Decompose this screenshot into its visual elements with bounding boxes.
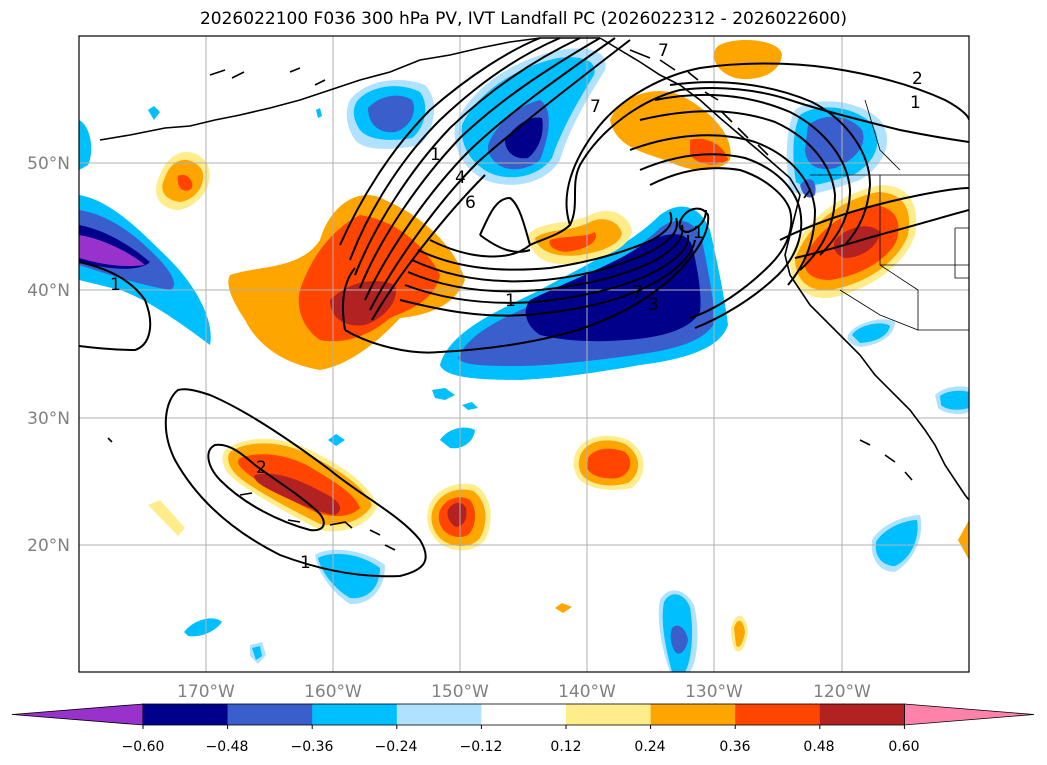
contour-label: 1 <box>910 93 921 113</box>
ivt-contour-2-south <box>207 443 325 532</box>
contour-label: 2 <box>256 458 267 478</box>
contour-labels: 1 1 2 1 6 4 1 7 7 3 1 2 1 7 <box>110 41 923 573</box>
colorbar-tick-label: −0.12 <box>460 739 503 755</box>
colorbar-tick-label: 0.60 <box>888 739 919 755</box>
colorbar-segment <box>735 704 821 725</box>
contour-label: 1 <box>300 553 311 573</box>
colorbar-segment <box>312 704 398 725</box>
colorbar: −0.60 −0.48 −0.36 −0.24 −0.12 0.12 0.24 … <box>11 703 1035 755</box>
colorbar-tick-label: −0.36 <box>291 739 334 755</box>
map-frame <box>78 35 970 673</box>
ivt-contour-layer <box>79 37 969 578</box>
colorbar-outline <box>142 703 905 726</box>
colorbar-extend-low <box>11 703 144 726</box>
contour-label: 1 <box>430 145 441 165</box>
colorbar-ticks: −0.60 −0.48 −0.36 −0.24 −0.12 0.12 0.24 … <box>122 739 920 755</box>
colorbar-tick-label: 0.36 <box>719 739 750 755</box>
lon-tick-label: 120°W <box>813 682 871 702</box>
colorbar-segments <box>11 703 1035 729</box>
contour-label: 3 <box>648 295 659 315</box>
lat-tick-label: 30°N <box>27 409 70 429</box>
contour-label: 6 <box>465 193 476 213</box>
lon-tick-label: 130°W <box>685 682 743 702</box>
colorbar-tick-label: 0.24 <box>634 739 665 755</box>
colorbar-tick-label: −0.24 <box>375 739 418 755</box>
map-title: 2026022100 F036 300 hPa PV, IVT Landfall… <box>199 9 847 29</box>
contour-label: 7 <box>590 97 601 117</box>
colorbar-tick-label: −0.60 <box>122 739 165 755</box>
lon-tick-label: 140°W <box>558 682 616 702</box>
lat-tick-label: 40°N <box>27 281 70 301</box>
pv-positive-blob-128w <box>714 40 782 80</box>
alaska-coastline <box>99 37 600 141</box>
ivt-contour-west <box>79 261 152 352</box>
colorbar-segment <box>227 704 313 725</box>
contour-label: 7 <box>658 41 669 61</box>
colorbar-segment <box>819 704 905 725</box>
contour-label: 7 <box>632 283 643 303</box>
colorbar-segment <box>566 704 652 725</box>
lat-tick-label: 50°N <box>27 154 70 174</box>
colorbar-extend-high <box>904 703 1035 726</box>
gridlines <box>79 36 969 672</box>
contour-label: 1 <box>505 291 516 311</box>
colorbar-segment <box>396 704 482 725</box>
colorbar-segment <box>143 704 229 725</box>
colorbar-tick-label: 0.12 <box>550 739 581 755</box>
colorbar-tick-label: 0.48 <box>803 739 834 755</box>
colorbar-segment <box>481 704 567 725</box>
contour-label: 1 <box>110 275 121 295</box>
lon-tick-label: 150°W <box>431 682 489 702</box>
colorbar-tick-label: −0.48 <box>206 739 249 755</box>
contour-label: 1 <box>693 223 704 243</box>
colorbar-segment <box>650 704 736 725</box>
lon-tick-label: 160°W <box>304 682 362 702</box>
lat-tick-labels: 20°N 30°N 40°N 50°N <box>27 154 70 556</box>
lon-tick-labels: 170°W 160°W 150°W 140°W 130°W 120°W <box>177 682 871 702</box>
ivt-contour-1-south <box>164 388 427 578</box>
contour-label: 4 <box>455 168 466 188</box>
contour-label: 2 <box>912 69 923 89</box>
lon-tick-label: 170°W <box>177 682 235 702</box>
lat-tick-label: 20°N <box>27 536 70 556</box>
